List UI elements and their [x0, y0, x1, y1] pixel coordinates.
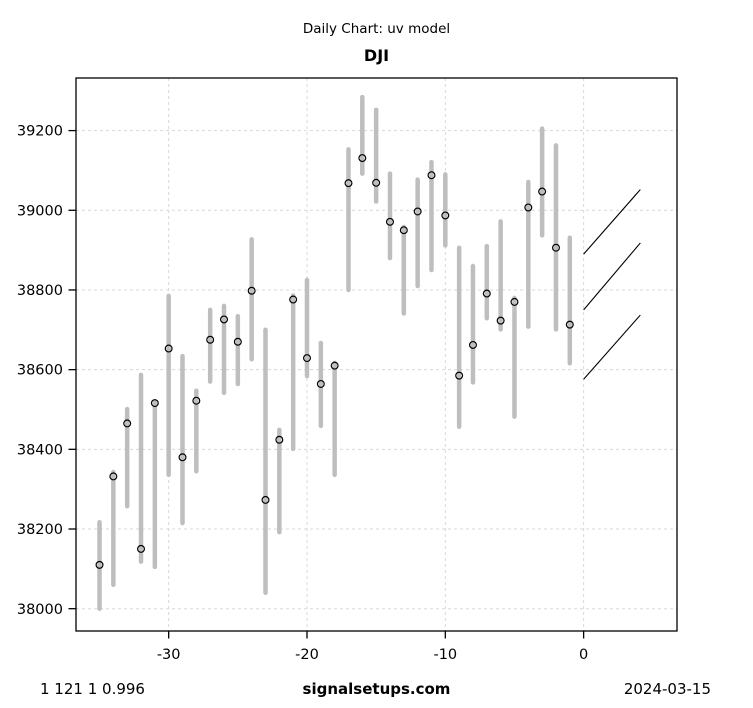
close-marker	[496, 316, 505, 325]
close-marker	[206, 335, 215, 344]
close-marker	[123, 419, 132, 428]
y-tick-label: 38800	[17, 283, 63, 299]
forecast-line	[583, 314, 641, 380]
close-marker	[455, 371, 464, 380]
close-marker	[220, 315, 229, 324]
close-marker	[330, 361, 339, 370]
footer-date: 2024-03-15	[623, 680, 711, 698]
close-marker	[275, 435, 284, 444]
close-marker	[109, 472, 118, 481]
close-marker	[289, 295, 298, 304]
close-marker	[551, 243, 560, 252]
footer-site-name: signalsetups.com	[302, 680, 451, 698]
close-marker	[399, 226, 408, 235]
close-marker	[524, 203, 533, 212]
x-tick-label: 0	[579, 647, 588, 663]
close-marker	[261, 495, 270, 504]
close-markers	[95, 154, 574, 569]
close-marker	[95, 560, 104, 569]
close-marker	[247, 286, 256, 295]
close-marker	[413, 207, 422, 216]
page-title: Daily Chart: uv model	[302, 21, 451, 37]
close-marker	[150, 399, 159, 408]
close-marker	[302, 354, 311, 363]
close-marker	[233, 337, 242, 346]
y-tick-label: 38000	[17, 602, 63, 618]
y-axis: 38000 38200 38400 38600 38800 39000 39200	[17, 124, 76, 618]
close-marker	[427, 171, 436, 180]
close-marker	[316, 379, 325, 388]
close-marker	[441, 211, 450, 220]
x-tick-label: -20	[295, 647, 319, 663]
y-tick-label: 38600	[17, 363, 63, 379]
close-marker	[137, 544, 146, 553]
price-bars	[97, 94, 573, 611]
chart-symbol-title: DJI	[363, 46, 390, 65]
x-tick-label: -30	[157, 647, 181, 663]
forecast-line	[583, 242, 641, 311]
y-tick-label: 38400	[17, 442, 63, 458]
close-marker	[538, 187, 547, 196]
close-marker	[178, 453, 187, 462]
y-tick-label: 39200	[17, 124, 63, 140]
forecast-lines	[583, 189, 641, 380]
plot-frame	[75, 77, 678, 632]
close-marker	[164, 344, 173, 353]
close-marker	[565, 320, 574, 329]
close-marker	[385, 217, 394, 226]
footer-model-stats: 1 121 1 0.996	[40, 680, 145, 698]
close-marker	[372, 178, 381, 187]
close-marker	[192, 396, 201, 405]
y-tick-label: 38200	[17, 522, 63, 538]
x-axis: -30 -20 -10 0	[157, 631, 588, 663]
y-tick-label: 39000	[17, 203, 63, 219]
close-marker	[358, 154, 367, 163]
close-marker	[510, 297, 519, 306]
forecast-line	[583, 189, 641, 255]
close-marker	[482, 289, 491, 298]
close-marker	[344, 179, 353, 188]
close-marker	[468, 340, 477, 349]
x-tick-label: -10	[433, 647, 457, 663]
